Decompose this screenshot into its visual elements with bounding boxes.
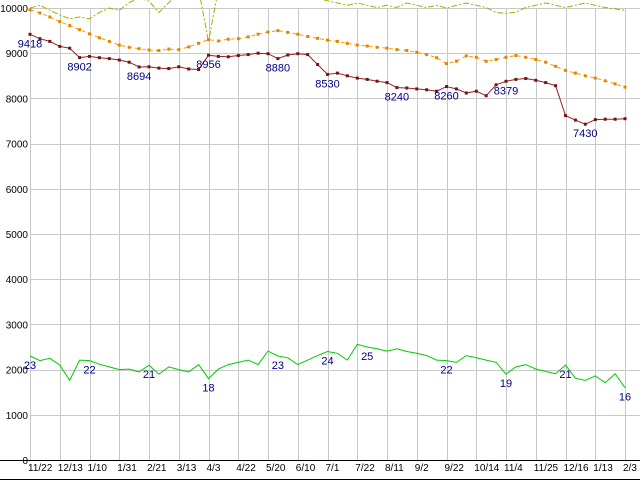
y-tick-label: 0 — [22, 456, 28, 467]
x-tick-label: 1/10 — [88, 463, 108, 474]
x-tick-label: 12/16 — [564, 463, 589, 474]
y-tick-label: 4000 — [6, 275, 29, 286]
point-label: 23 — [24, 360, 36, 372]
y-tick-label: 3000 — [6, 320, 29, 331]
y-tick-label: 2000 — [6, 366, 29, 377]
point-label: 8379 — [494, 85, 518, 97]
point-label: 21 — [559, 369, 571, 381]
y-axis-labels: 0 1000 2000 3000 4000 5000 6000 7000 8000 9000 100… — [0, 4, 28, 467]
x-tick-label: 9/22 — [445, 463, 465, 474]
x-tick-label: 1/13 — [593, 463, 613, 474]
point-labels: 9418 8902 8694 8956 8880 8530 8240 8260 8379 7430… — [18, 38, 631, 403]
x-tick-label: 12/13 — [58, 463, 83, 474]
series-red-solid-line — [28, 32, 627, 126]
point-label: 8530 — [315, 78, 339, 90]
point-label: 18 — [202, 383, 214, 395]
point-label: 23 — [272, 360, 284, 372]
point-label: 8260 — [434, 91, 458, 103]
y-tick-label: 8000 — [6, 94, 29, 105]
series-olive-dashdot-line — [29, 0, 626, 42]
point-label: 22 — [83, 365, 95, 377]
y-tick-label: 6000 — [6, 185, 29, 196]
x-tick-label: 4/3 — [207, 463, 221, 474]
y-tick-label: 7000 — [6, 140, 29, 151]
x-tick-label: 11/22 — [28, 463, 53, 474]
series-green-solid-line — [29, 343, 626, 388]
x-tick-label: 1/31 — [117, 463, 137, 474]
y-tick-label: 5000 — [6, 230, 29, 241]
x-tick-label: 5/20 — [266, 463, 286, 474]
series-orange-dashed-line — [28, 8, 627, 89]
x-tick-label: 4/22 — [236, 463, 256, 474]
x-tick-label: 11/25 — [534, 463, 559, 474]
point-label: 25 — [361, 351, 373, 363]
x-tick-label: 7/1 — [326, 463, 340, 474]
point-label: 9418 — [18, 38, 42, 50]
gridlines — [30, 8, 640, 461]
point-label: 22 — [440, 365, 452, 377]
y-tick-label: 1000 — [6, 411, 29, 422]
point-label: 8956 — [196, 59, 220, 71]
point-label: 8694 — [127, 71, 151, 83]
point-label: 8240 — [385, 92, 409, 104]
point-label: 8902 — [67, 62, 91, 74]
y-tick-label: 10000 — [0, 4, 28, 15]
point-label: 16 — [619, 392, 631, 404]
point-label: 24 — [321, 356, 333, 368]
x-tick-label: 9/2 — [415, 463, 429, 474]
x-axis-labels: 11/22 12/13 1/10 1/31 2/21 3/13 4/3 4/22 5/20 6/1… — [28, 463, 637, 474]
point-label: 19 — [500, 378, 512, 390]
point-label: 21 — [143, 369, 155, 381]
point-label: 8880 — [266, 63, 290, 75]
x-tick-label: 11/4 — [504, 463, 523, 474]
x-tick-label: 3/13 — [177, 463, 197, 474]
x-tick-label: 8/11 — [385, 463, 404, 474]
x-tick-label: 2/21 — [147, 463, 167, 474]
point-label: 7430 — [573, 128, 597, 140]
y-tick-label: 9000 — [6, 49, 29, 60]
x-tick-label: 10/14 — [474, 463, 499, 474]
x-tick-label: 2/3 — [623, 463, 637, 474]
x-tick-label: 7/22 — [355, 463, 375, 474]
x-tick-label: 6/10 — [296, 463, 316, 474]
